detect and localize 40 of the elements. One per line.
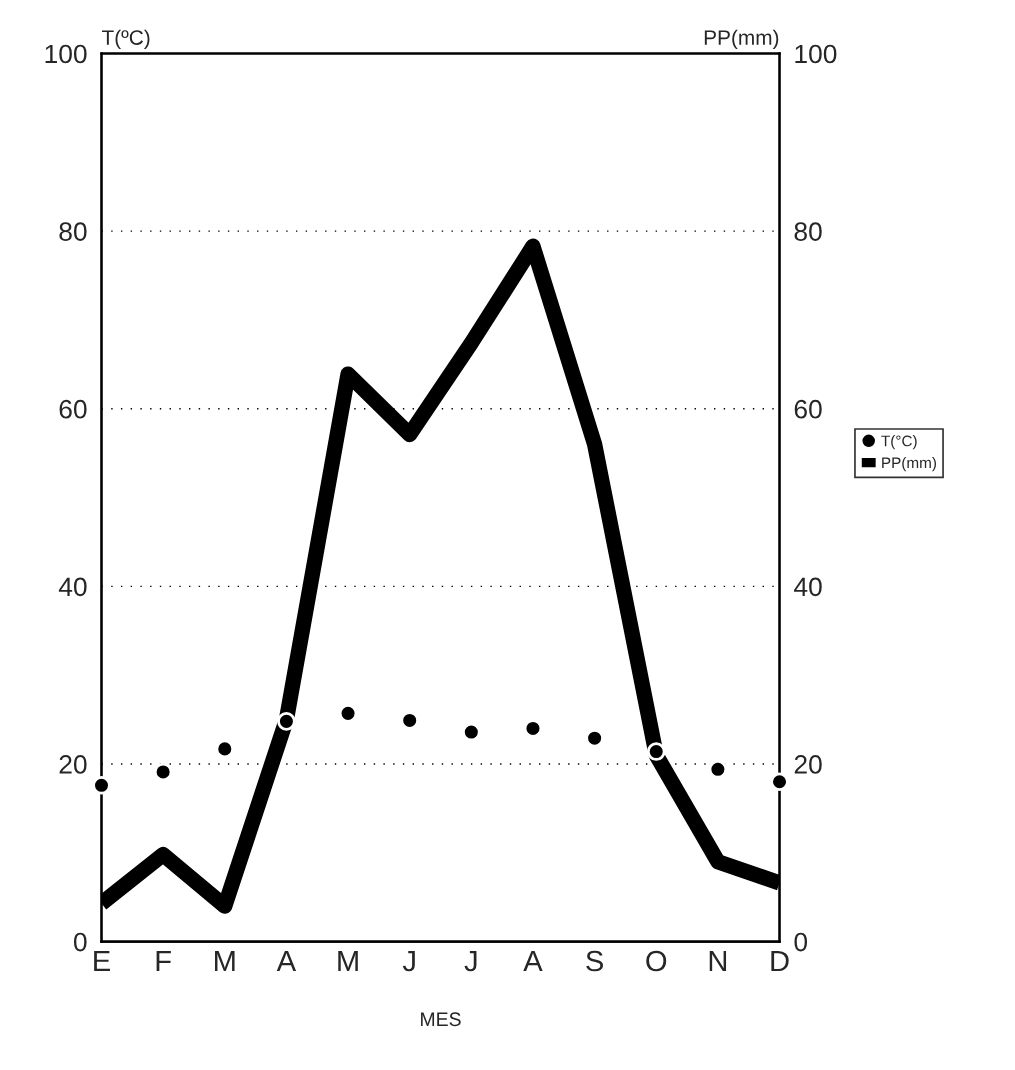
point bbox=[153, 762, 173, 782]
y-tick-label: 80 bbox=[59, 222, 87, 241]
point bbox=[646, 742, 666, 761]
point bbox=[770, 772, 789, 792]
point bbox=[523, 719, 543, 738]
y2-tick-label: 40 bbox=[794, 577, 822, 597]
point bbox=[338, 704, 358, 723]
x-tick-label: M bbox=[215, 951, 235, 972]
y-tick-label: 40 bbox=[58, 577, 87, 597]
y2-axis-title: PP(mm) bbox=[704, 29, 779, 50]
point bbox=[277, 712, 296, 731]
legend-label: T(°C) bbox=[881, 435, 917, 450]
point bbox=[585, 728, 604, 748]
x-tick-label: A bbox=[523, 951, 543, 972]
point bbox=[92, 775, 111, 795]
x-axis-title: MES bbox=[421, 1012, 461, 1027]
y-tick-label: 100 bbox=[45, 44, 87, 64]
x-tick-label: S bbox=[586, 950, 603, 972]
x-tick-label: A bbox=[276, 951, 297, 972]
y2-tick-label: 100 bbox=[795, 44, 837, 64]
x-tick-label: M bbox=[338, 951, 358, 972]
x-tick-label: F bbox=[156, 951, 171, 972]
point bbox=[215, 739, 235, 759]
legend-label: PP(mm) bbox=[882, 456, 936, 472]
point bbox=[708, 760, 728, 779]
x-tick-label: D bbox=[771, 951, 789, 972]
y-tick-label: 20 bbox=[59, 755, 87, 774]
y2-tick-label: 20 bbox=[794, 755, 822, 774]
y2-tick-label: 0 bbox=[794, 932, 808, 952]
y-axis-title: T(ºC) bbox=[101, 29, 150, 50]
point bbox=[462, 722, 481, 742]
x-tick-label: J bbox=[402, 951, 415, 972]
y-tick-label: 0 bbox=[73, 932, 87, 952]
x-tick-label: O bbox=[646, 950, 667, 972]
y2-tick-label: 80 bbox=[794, 222, 822, 241]
y-tick-label: 60 bbox=[59, 399, 87, 419]
x-tick-label: J bbox=[464, 951, 477, 972]
y2-tick-label: 60 bbox=[794, 399, 822, 419]
x-tick-label: N bbox=[709, 951, 727, 972]
x-tick-label: E bbox=[94, 951, 110, 972]
